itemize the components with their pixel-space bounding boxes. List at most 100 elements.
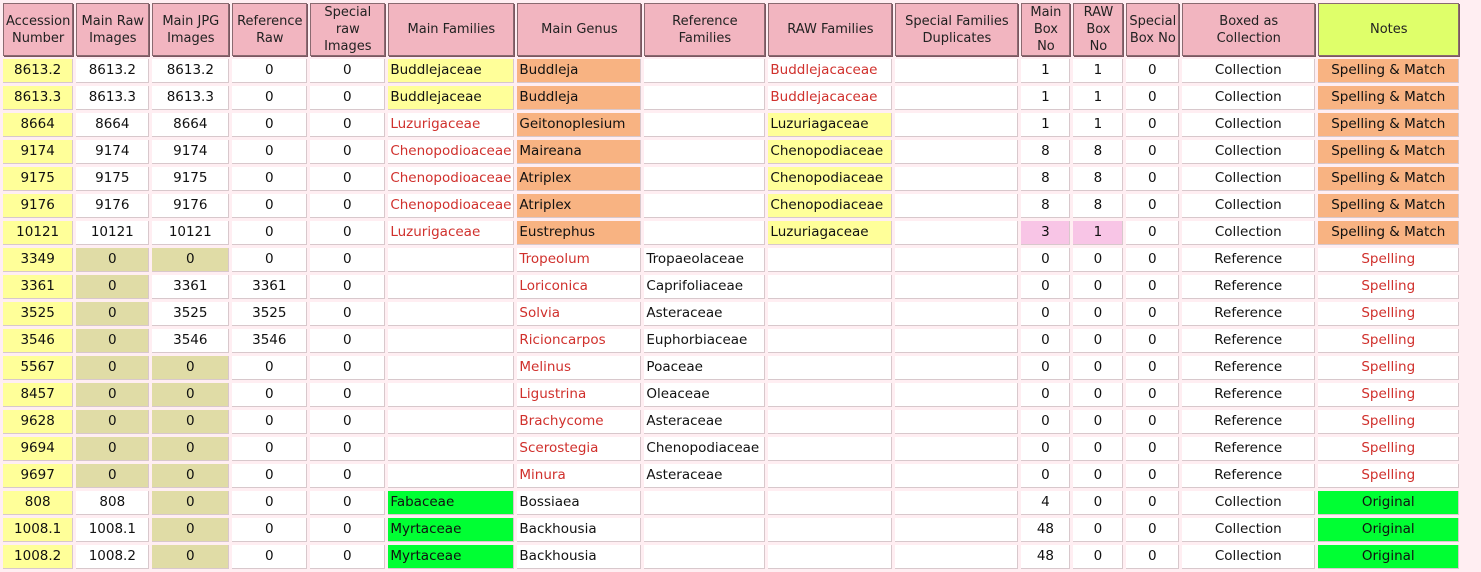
cell-main-families[interactable] <box>388 464 515 488</box>
cell-special-raw-images[interactable]: 0 <box>310 302 386 326</box>
cell-raw-families[interactable]: Chenopodiaceae <box>768 167 893 191</box>
cell-notes[interactable]: Spelling & Match <box>1318 140 1460 164</box>
cell-special-families-duplicates[interactable] <box>895 518 1019 542</box>
header-boxed-as-collection[interactable]: Boxed as Collection <box>1182 3 1316 56</box>
cell-special-raw-images[interactable]: 0 <box>310 167 386 191</box>
cell-reference-families[interactable] <box>644 491 766 515</box>
cell-accession-number[interactable]: 9628 <box>3 410 74 434</box>
cell-special-raw-images[interactable]: 0 <box>310 329 386 353</box>
cell-main-box-no[interactable]: 0 <box>1021 356 1071 380</box>
cell-main-jpg-images[interactable]: 9175 <box>152 167 230 191</box>
header-accession-number[interactable]: Accession Number <box>3 3 74 56</box>
cell-special-raw-images[interactable]: 0 <box>310 356 386 380</box>
cell-notes[interactable]: Spelling <box>1318 356 1460 380</box>
cell-reference-raw[interactable]: 3525 <box>232 302 308 326</box>
cell-reference-raw[interactable]: 0 <box>232 221 308 245</box>
cell-boxed-as-collection[interactable]: Collection <box>1182 140 1316 164</box>
cell-accession-number[interactable]: 1008.1 <box>3 518 74 542</box>
cell-special-box-no[interactable]: 0 <box>1126 410 1180 434</box>
cell-raw-families[interactable]: Buddlejacaceae <box>768 59 893 83</box>
cell-special-raw-images[interactable]: 0 <box>310 221 386 245</box>
cell-main-box-no[interactable]: 1 <box>1021 113 1071 137</box>
header-main-jpg-images[interactable]: Main JPG Images <box>152 3 230 56</box>
cell-boxed-as-collection[interactable]: Reference <box>1182 329 1316 353</box>
cell-notes[interactable]: Original <box>1318 518 1460 542</box>
cell-main-families[interactable]: Fabaceae <box>388 491 515 515</box>
cell-reference-families[interactable] <box>644 221 766 245</box>
cell-raw-families[interactable] <box>768 464 893 488</box>
cell-main-families[interactable]: Luzurigaceae <box>388 221 515 245</box>
cell-boxed-as-collection[interactable]: Reference <box>1182 410 1316 434</box>
cell-notes[interactable]: Spelling & Match <box>1318 194 1460 218</box>
cell-main-families[interactable] <box>388 383 515 407</box>
cell-main-genus[interactable]: Buddleja <box>517 59 642 83</box>
cell-main-families[interactable]: Myrtaceae <box>388 518 515 542</box>
cell-special-box-no[interactable]: 0 <box>1126 491 1180 515</box>
cell-accession-number[interactable]: 8613.3 <box>3 86 74 110</box>
cell-main-families[interactable] <box>388 410 515 434</box>
cell-main-jpg-images[interactable]: 10121 <box>152 221 230 245</box>
cell-main-raw-images[interactable]: 0 <box>76 437 150 461</box>
cell-special-families-duplicates[interactable] <box>895 59 1019 83</box>
cell-main-families[interactable] <box>388 437 515 461</box>
cell-reference-raw[interactable]: 0 <box>232 194 308 218</box>
cell-accession-number[interactable]: 8664 <box>3 113 74 137</box>
cell-notes[interactable]: Spelling & Match <box>1318 221 1460 245</box>
cell-main-raw-images[interactable]: 0 <box>76 464 150 488</box>
cell-main-jpg-images[interactable]: 3546 <box>152 329 230 353</box>
header-notes[interactable]: Notes <box>1318 3 1460 56</box>
cell-main-raw-images[interactable]: 9174 <box>76 140 150 164</box>
cell-main-box-no[interactable]: 0 <box>1021 302 1071 326</box>
cell-main-genus[interactable]: Bossiaea <box>517 491 642 515</box>
cell-notes[interactable]: Spelling <box>1318 437 1460 461</box>
cell-special-raw-images[interactable]: 0 <box>310 410 386 434</box>
cell-boxed-as-collection[interactable]: Reference <box>1182 437 1316 461</box>
cell-reference-families[interactable] <box>644 113 766 137</box>
cell-raw-families[interactable] <box>768 302 893 326</box>
header-main-raw-images[interactable]: Main Raw Images <box>76 3 150 56</box>
cell-raw-box-no[interactable]: 0 <box>1073 275 1124 299</box>
cell-main-box-no[interactable]: 8 <box>1021 140 1071 164</box>
cell-special-raw-images[interactable]: 0 <box>310 545 386 569</box>
cell-raw-families[interactable] <box>768 491 893 515</box>
cell-boxed-as-collection[interactable]: Collection <box>1182 518 1316 542</box>
cell-notes[interactable]: Spelling <box>1318 410 1460 434</box>
cell-notes[interactable]: Spelling & Match <box>1318 59 1460 83</box>
cell-special-box-no[interactable]: 0 <box>1126 275 1180 299</box>
cell-main-raw-images[interactable]: 808 <box>76 491 150 515</box>
cell-boxed-as-collection[interactable]: Collection <box>1182 491 1316 515</box>
cell-special-families-duplicates[interactable] <box>895 302 1019 326</box>
cell-reference-raw[interactable]: 3361 <box>232 275 308 299</box>
cell-main-genus[interactable]: Melinus <box>517 356 642 380</box>
cell-reference-families[interactable]: Asteraceae <box>644 464 766 488</box>
cell-main-jpg-images[interactable]: 0 <box>152 437 230 461</box>
cell-main-families[interactable] <box>388 329 515 353</box>
cell-reference-raw[interactable]: 0 <box>232 59 308 83</box>
cell-boxed-as-collection[interactable]: Reference <box>1182 383 1316 407</box>
cell-raw-families[interactable]: Chenopodiaceae <box>768 140 893 164</box>
cell-raw-families[interactable]: Luzuriagaceae <box>768 221 893 245</box>
cell-special-raw-images[interactable]: 0 <box>310 464 386 488</box>
cell-reference-raw[interactable]: 0 <box>232 545 308 569</box>
cell-accession-number[interactable]: 3546 <box>3 329 74 353</box>
header-raw-families[interactable]: RAW Families <box>768 3 893 56</box>
cell-reference-raw[interactable]: 0 <box>232 86 308 110</box>
cell-main-raw-images[interactable]: 8613.2 <box>76 59 150 83</box>
cell-raw-box-no[interactable]: 0 <box>1073 383 1124 407</box>
cell-boxed-as-collection[interactable]: Collection <box>1182 194 1316 218</box>
cell-accession-number[interactable]: 9175 <box>3 167 74 191</box>
cell-special-families-duplicates[interactable] <box>895 410 1019 434</box>
header-special-raw-images[interactable]: Special raw Images <box>310 3 386 56</box>
cell-notes[interactable]: Spelling & Match <box>1318 86 1460 110</box>
cell-special-raw-images[interactable]: 0 <box>310 140 386 164</box>
cell-main-families[interactable]: Luzurigaceae <box>388 113 515 137</box>
cell-special-raw-images[interactable]: 0 <box>310 248 386 272</box>
cell-reference-families[interactable]: Chenopodiaceae <box>644 437 766 461</box>
cell-raw-families[interactable] <box>768 248 893 272</box>
cell-special-families-duplicates[interactable] <box>895 86 1019 110</box>
cell-raw-families[interactable] <box>768 275 893 299</box>
cell-reference-families[interactable] <box>644 86 766 110</box>
cell-accession-number[interactable]: 8457 <box>3 383 74 407</box>
cell-boxed-as-collection[interactable]: Reference <box>1182 464 1316 488</box>
cell-raw-families[interactable] <box>768 329 893 353</box>
